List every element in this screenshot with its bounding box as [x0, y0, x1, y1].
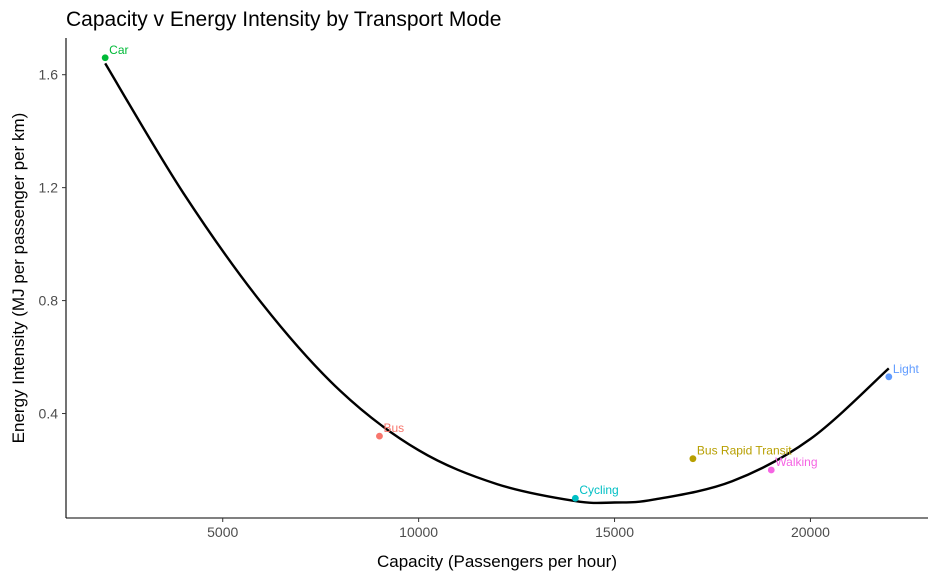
y-axis-title: Energy Intensity (MJ per passenger per k… — [9, 113, 28, 444]
data-point — [689, 455, 697, 463]
y-tick-label: 0.8 — [39, 293, 59, 309]
point-label: Bus Rapid Transit — [697, 444, 792, 458]
point-label: Light — [893, 362, 920, 376]
point-label: Cycling — [579, 483, 618, 497]
x-tick-label: 5000 — [207, 524, 238, 540]
y-tick-label: 1.6 — [39, 67, 59, 83]
x-tick-label: 20000 — [791, 524, 830, 540]
y-tick-label: 1.2 — [39, 180, 59, 196]
x-axis-title: Capacity (Passengers per hour) — [377, 552, 617, 571]
data-point — [885, 373, 893, 381]
data-point — [101, 54, 109, 62]
point-label: Bus — [383, 421, 404, 435]
data-point — [767, 466, 775, 474]
point-label: Car — [109, 43, 128, 57]
data-point — [376, 432, 383, 440]
trend-line — [104, 62, 890, 505]
x-tick-label: 10000 — [399, 524, 438, 540]
x-tick-label: 15000 — [595, 524, 634, 540]
y-tick-label: 0.4 — [39, 406, 59, 422]
point-label: Walking — [775, 455, 817, 469]
data-point — [571, 494, 579, 502]
chart-title: Capacity v Energy Intensity by Transport… — [66, 8, 502, 31]
